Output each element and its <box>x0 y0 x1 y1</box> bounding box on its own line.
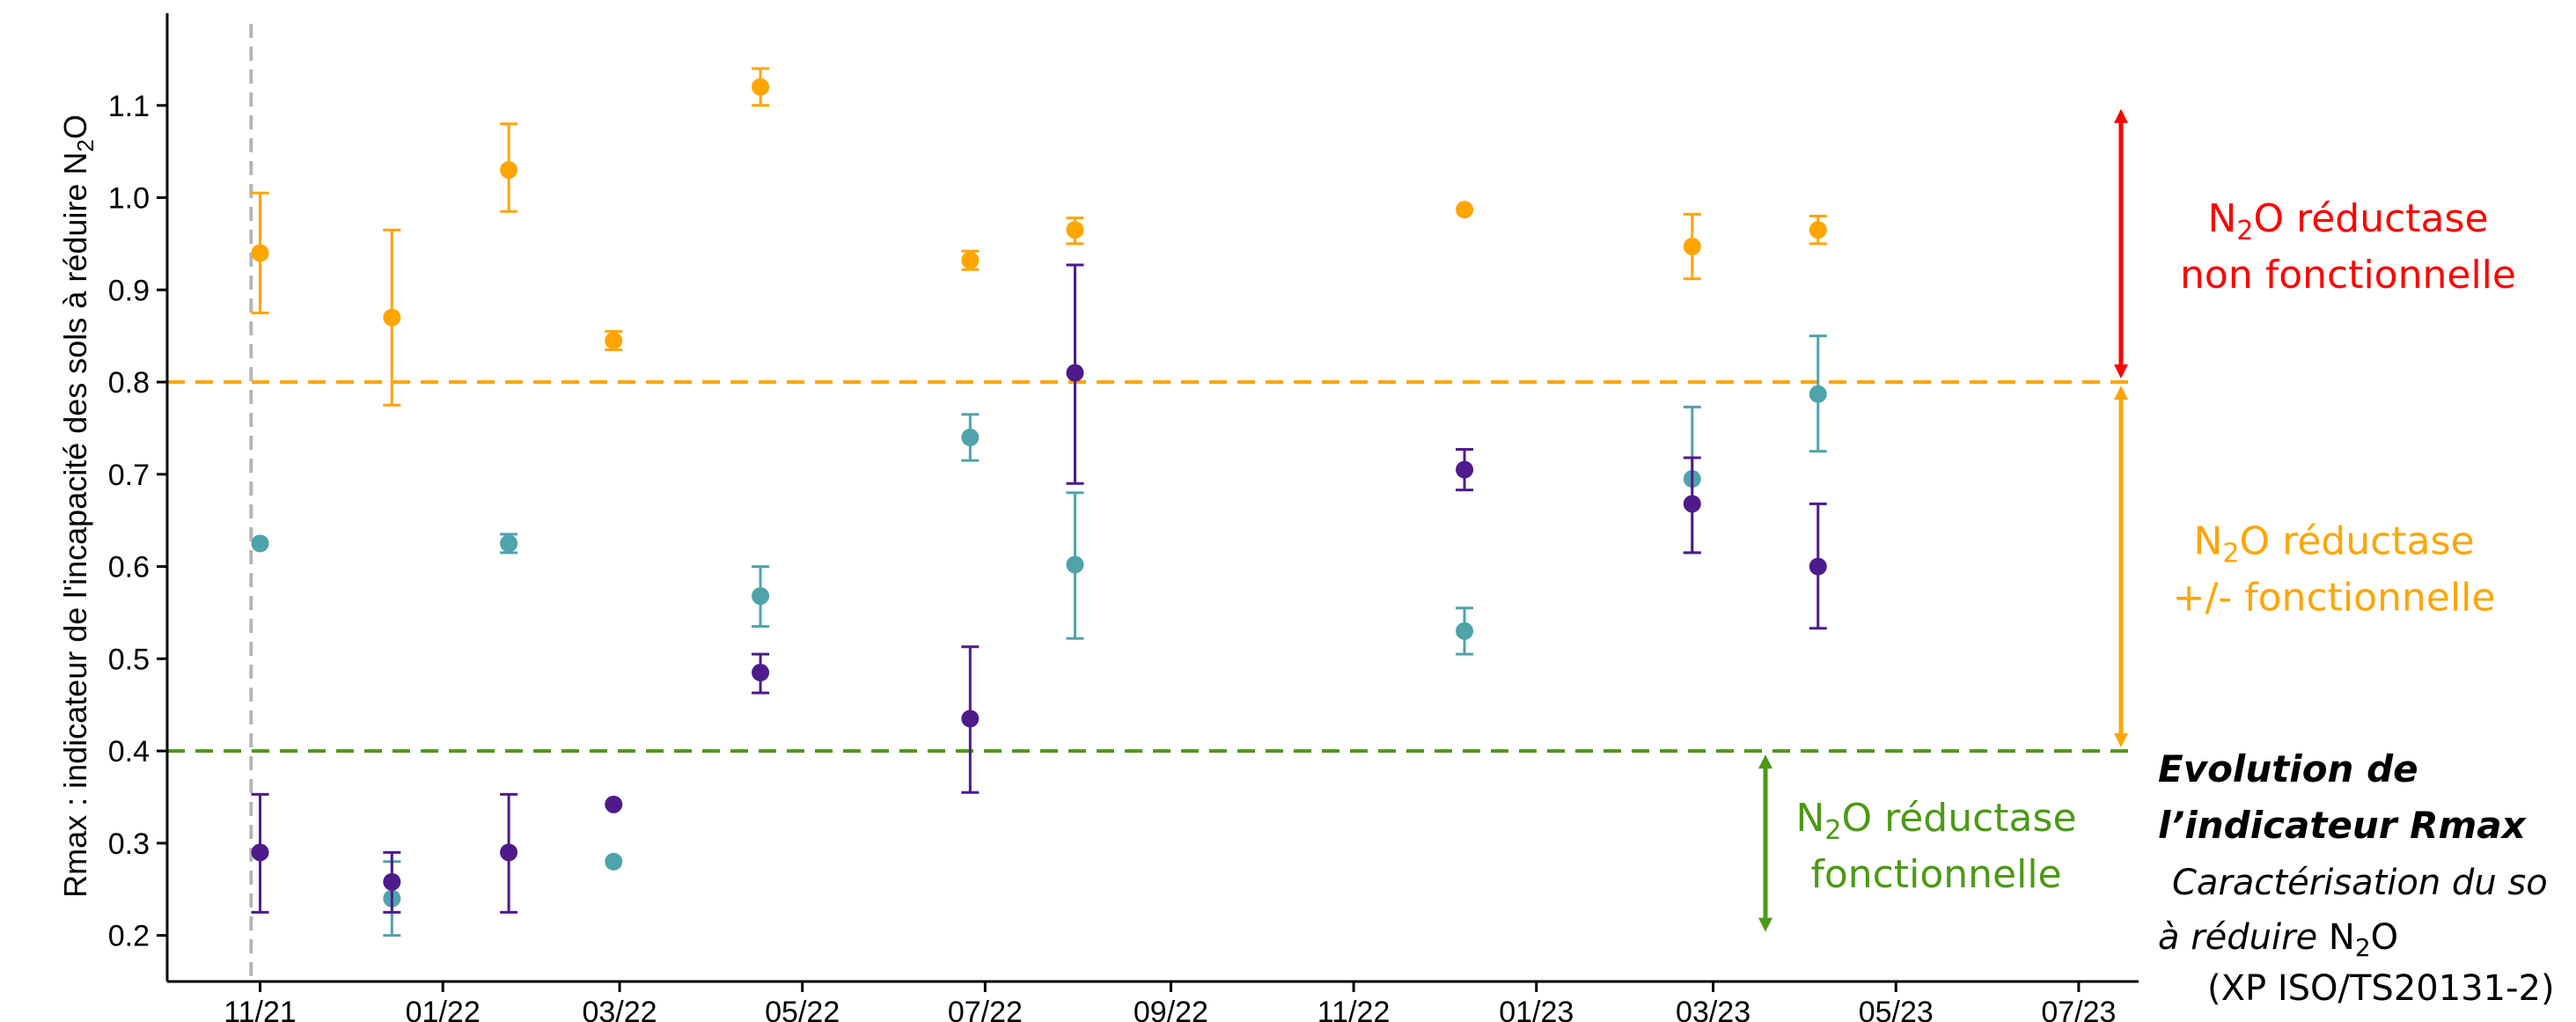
zone-arrow-head-down <box>2114 364 2128 379</box>
data-point <box>605 331 623 349</box>
data-point <box>383 308 401 327</box>
x-tick-label: 01/22 <box>406 996 481 1022</box>
caption-body-line2-sub: 2 <box>2355 933 2371 962</box>
zone-label-line2: fonctionnelle <box>1810 852 2061 897</box>
caption-body-line2: à réduire N2O <box>2158 917 2398 962</box>
data-point <box>752 77 770 96</box>
data-point <box>605 852 623 871</box>
y-tick-label: 1.1 <box>108 90 150 123</box>
data-point <box>251 843 269 862</box>
series-1 <box>251 335 1827 937</box>
zone-1: N2O réductase +/- fonctionnelle <box>2114 386 2496 748</box>
data-point <box>500 161 518 180</box>
zone-label-line1: N2O réductase <box>2207 196 2488 246</box>
data-point <box>1456 621 1474 640</box>
data-point <box>961 251 980 269</box>
caption-body-line3: (XP ISO/TS20131-2) <box>2207 968 2555 1009</box>
zone-label-rest: O réductase <box>1841 796 2076 841</box>
y-axis-title-end: O <box>57 114 93 139</box>
x-tick-label: 09/22 <box>1134 996 1208 1022</box>
y-tick-label: 1.0 <box>108 182 150 216</box>
caption-body-line2-o: O <box>2371 917 2398 958</box>
data-point <box>1066 221 1084 239</box>
zone-0: N2O réductase non fonctionnelle <box>2114 108 2516 379</box>
zone-arrow-head-down <box>2114 733 2128 748</box>
y-ticks: 0.2 0.3 0.4 0.5 0.6 0.7 0.8 0.9 1.0 1.1 <box>108 90 167 953</box>
caption-body-line1: Caractérisation du so <box>2172 863 2548 903</box>
x-tick-label: 07/22 <box>948 996 1023 1022</box>
data-point <box>1809 221 1827 239</box>
caption-body-line2-n: N <box>2329 917 2355 958</box>
zone-label-n: N <box>2193 519 2222 564</box>
series-0 <box>251 67 1827 407</box>
zone-arrow-head-up <box>2114 108 2128 123</box>
axes <box>165 13 2139 983</box>
y-tick-label: 0.3 <box>108 827 150 861</box>
zone-arrow-head-up <box>1758 754 1772 769</box>
series-2 <box>251 263 1827 914</box>
zone-label-line1: N2O réductase <box>1795 796 2076 846</box>
zone-label-sub: 2 <box>1824 815 1841 846</box>
y-tick-label: 0.7 <box>108 459 150 492</box>
zone-label-n: N <box>1795 796 1824 841</box>
x-ticks: 11/21 01/22 03/22 05/22 07/22 09/22 11/22 01/23… <box>224 982 2116 1022</box>
x-tick-label: 11/21 <box>224 996 297 1022</box>
x-tick-label: 03/22 <box>582 996 657 1022</box>
x-tick-label: 05/22 <box>765 996 840 1022</box>
data-point <box>961 710 980 728</box>
zone-2: N2O réductase fonctionnelle <box>1758 754 2077 932</box>
x-tick-label: 03/23 <box>1676 996 1750 1022</box>
x-tick-label: 07/23 <box>2041 996 2116 1022</box>
caption: Evolution de l’indicateur Rmax Caractéri… <box>2158 747 2555 1009</box>
data-series <box>251 67 1827 937</box>
data-point <box>605 795 623 813</box>
data-point <box>383 872 401 891</box>
caption-title-line1: Evolution de <box>2158 747 2418 790</box>
reference-lines <box>167 24 2139 982</box>
data-point <box>1683 238 1701 256</box>
zone-label-line2: +/- fonctionnelle <box>2173 576 2496 621</box>
data-point <box>251 244 269 262</box>
y-tick-label: 0.9 <box>108 274 150 307</box>
y-axis-title-main: Rmax : indicateur de l'incapacité des so… <box>57 152 93 898</box>
y-tick-label: 0.4 <box>108 735 150 768</box>
data-point <box>1809 557 1827 576</box>
data-point <box>1456 460 1474 479</box>
data-point <box>251 534 269 553</box>
zone-label-sub: 2 <box>2236 216 2253 246</box>
data-point <box>961 428 980 446</box>
caption-title-line2: l’indicateur Rmax <box>2158 804 2528 847</box>
zone-label-sub: 2 <box>2222 539 2239 570</box>
data-point <box>500 534 518 553</box>
zone-label-line1: N2O réductase <box>2193 519 2474 570</box>
zone-arrow-head-up <box>2114 386 2128 401</box>
data-point <box>1683 495 1701 513</box>
y-axis-title-sub: 2 <box>72 139 99 151</box>
x-tick-label: 05/23 <box>1859 996 1934 1022</box>
x-tick-label: 11/22 <box>1317 996 1391 1022</box>
data-point <box>1066 555 1084 574</box>
zone-label-rest: O réductase <box>2239 519 2474 564</box>
zone-label-line2: non fonctionnelle <box>2180 253 2516 298</box>
caption-body-line2-pre: à réduire <box>2158 917 2329 958</box>
data-point <box>1066 364 1084 382</box>
x-tick-label: 01/23 <box>1499 996 1574 1022</box>
data-point <box>500 843 518 862</box>
zone-label-n: N <box>2207 196 2236 241</box>
y-tick-label: 0.6 <box>108 551 150 585</box>
y-tick-label: 0.2 <box>108 920 150 953</box>
y-tick-label: 0.5 <box>108 643 150 676</box>
data-point <box>1456 201 1474 219</box>
zone-arrow-head-down <box>1758 917 1772 932</box>
y-axis-title: Rmax : indicateur de l'incapacité des so… <box>57 114 99 898</box>
data-point <box>1809 385 1827 403</box>
data-point <box>752 587 770 606</box>
data-point <box>752 664 770 682</box>
zone-label-rest: O réductase <box>2253 196 2488 241</box>
y-tick-label: 0.8 <box>108 366 150 400</box>
